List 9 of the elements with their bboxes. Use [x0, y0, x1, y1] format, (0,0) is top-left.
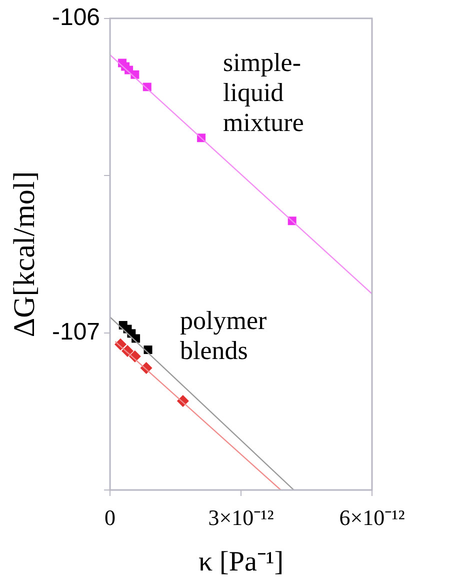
- y-axis-title: ΔG[kcal/mol]: [8, 171, 41, 338]
- x-tick-label: 0: [104, 504, 116, 530]
- y-tick-label: -106: [52, 4, 100, 32]
- x-axis-title: κ [Pa⁻¹]: [198, 546, 284, 578]
- annotation: polymer blends: [180, 306, 268, 366]
- x-tick-label: 3×10⁻¹²: [208, 504, 274, 530]
- x-tick-label: 6×10⁻¹²: [339, 504, 406, 530]
- annotation: simple-liquid mixture: [223, 48, 305, 138]
- y-tick-label: -107: [52, 318, 100, 346]
